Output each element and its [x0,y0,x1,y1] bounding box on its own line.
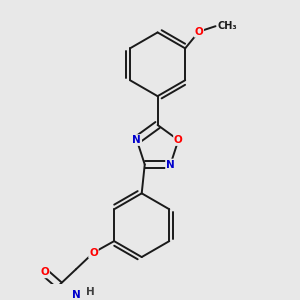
Text: O: O [40,267,49,278]
Text: N: N [132,135,141,145]
Text: N: N [71,290,80,300]
Text: O: O [174,135,183,145]
Text: O: O [89,248,98,258]
Text: N: N [166,160,175,170]
Text: H: H [86,287,95,297]
Text: O: O [194,27,203,37]
Text: CH₃: CH₃ [218,21,238,31]
